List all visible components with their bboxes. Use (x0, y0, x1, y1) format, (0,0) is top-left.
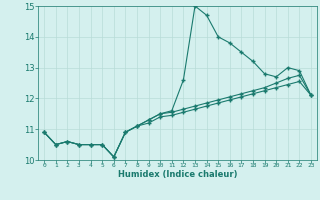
X-axis label: Humidex (Indice chaleur): Humidex (Indice chaleur) (118, 170, 237, 179)
